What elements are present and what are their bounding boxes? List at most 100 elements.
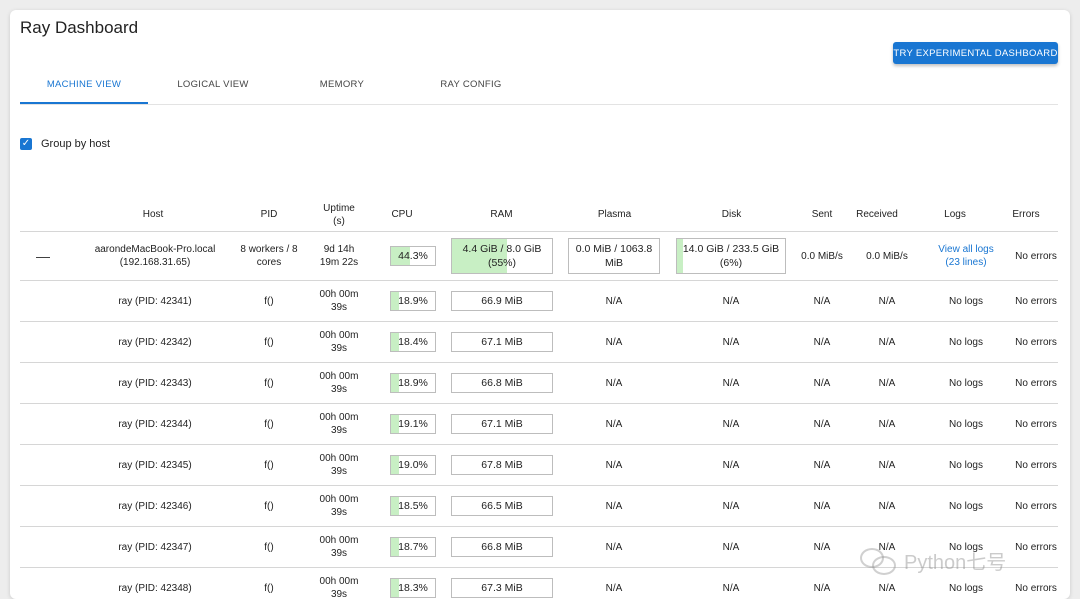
worker-sent: N/A [813, 295, 831, 307]
worker-pid: f() [264, 295, 274, 307]
header-disk: Disk [721, 209, 742, 220]
worker-host: ray (PID: 42345) [118, 459, 192, 471]
worker-ram-bar: 66.8 MiB [451, 537, 553, 557]
header-sent: Sent [811, 209, 833, 220]
worker-plasma: N/A [605, 295, 623, 307]
host-disk-value: 14.0 GiB / 233.5 GiB (6%) [682, 243, 780, 269]
header-pid: PID [260, 209, 278, 220]
table-row: ray (PID: 42344) f() 00h 00m 39s 19.1% 67.1 … [20, 404, 1058, 445]
host-cpu-cell: 44.3% [388, 232, 438, 280]
worker-host: ray (PID: 42343) [118, 377, 192, 389]
worker-cpu-bar: 18.3% [390, 578, 436, 598]
worker-disk: N/A [722, 500, 740, 512]
worker-logs: No logs [949, 377, 983, 389]
worker-ram-bar: 66.9 MiB [451, 291, 553, 311]
worker-sent: N/A [813, 377, 831, 389]
worker-disk: N/A [722, 295, 740, 307]
worker-cpu-value: 18.4% [398, 336, 428, 348]
host-received: 0.0 MiB/s [866, 250, 908, 262]
worker-logs: No logs [949, 582, 983, 594]
worker-cpu-bar: 18.5% [390, 496, 436, 516]
worker-plasma: N/A [605, 336, 623, 348]
group-by-host-control[interactable]: ✓ Group by host [20, 137, 110, 151]
worker-plasma: N/A [605, 582, 623, 594]
worker-logs: No logs [949, 295, 983, 307]
worker-ram-bar: 67.1 MiB [451, 332, 553, 352]
worker-cpu-value: 18.9% [398, 295, 428, 307]
host-cpu-value: 44.3% [398, 250, 428, 262]
host-cpu-bar: 44.3% [390, 246, 436, 266]
worker-ram-bar: 66.8 MiB [451, 373, 553, 393]
host-plasma-bar: 0.0 MiB / 1063.8 MiB [568, 238, 660, 274]
tab-machine-view[interactable]: MACHINE VIEW [20, 74, 148, 104]
worker-received: N/A [878, 336, 896, 348]
worker-ram-value: 66.5 MiB [481, 500, 523, 512]
worker-disk: N/A [722, 336, 740, 348]
worker-received: N/A [878, 418, 896, 430]
worker-cpu-bar: 19.1% [390, 414, 436, 434]
host-errors: No errors [1015, 250, 1057, 262]
worker-ram-value: 66.8 MiB [481, 377, 523, 389]
try-experimental-dashboard-button[interactable]: TRY EXPERIMENTAL DASHBOARD [893, 42, 1058, 64]
worker-pid: f() [264, 418, 274, 430]
worker-errors: No errors [1015, 418, 1057, 430]
view-all-logs-link[interactable]: View all logs (23 lines) [938, 244, 994, 268]
worker-sent: N/A [813, 459, 831, 471]
worker-ram-value: 67.1 MiB [481, 336, 523, 348]
group-by-host-checkbox[interactable]: ✓ [20, 138, 32, 150]
worker-pid: f() [264, 500, 274, 512]
worker-ram-cell: 66.5 MiB [449, 486, 555, 526]
worker-ram-cell: 66.8 MiB [449, 363, 555, 403]
worker-errors: No errors [1015, 336, 1057, 348]
worker-disk: N/A [722, 377, 740, 389]
worker-sent: N/A [813, 336, 831, 348]
worker-sent: N/A [813, 500, 831, 512]
worker-cpu-cell: 18.7% [388, 527, 438, 567]
group-by-host-label: Group by host [41, 138, 111, 150]
worker-cpu-value: 18.9% [398, 377, 428, 389]
worker-cpu-bar: 18.4% [390, 332, 436, 352]
worker-ram-value: 67.3 MiB [481, 582, 523, 594]
host-ram-bar: 4.4 GiB / 8.0 GiB (55%) [451, 238, 553, 274]
worker-ram-cell: 66.8 MiB [449, 527, 555, 567]
host-ram-cell: 4.4 GiB / 8.0 GiB (55%) [449, 232, 555, 280]
worker-cpu-cell: 18.9% [388, 363, 438, 403]
worker-disk: N/A [722, 459, 740, 471]
host-ram-value: 4.4 GiB / 8.0 GiB (55%) [462, 243, 542, 269]
worker-plasma: N/A [605, 459, 623, 471]
worker-uptime: 00h 00m 39s [319, 535, 359, 559]
worker-host: ray (PID: 42344) [118, 418, 192, 430]
header-received: Received [856, 209, 898, 220]
worker-received: N/A [878, 500, 896, 512]
worker-plasma: N/A [605, 541, 623, 553]
table-header-row: Host PID Uptime (s) CPU RAM Plasma Disk … [20, 198, 1058, 232]
tab-logical-view[interactable]: LOGICAL VIEW [177, 79, 249, 90]
header-uptime: Uptime (s) [323, 202, 355, 227]
worker-disk: N/A [722, 582, 740, 594]
worker-uptime: 00h 00m 39s [319, 453, 359, 477]
worker-pid: f() [264, 459, 274, 471]
worker-logs: No logs [949, 418, 983, 430]
worker-ram-value: 66.8 MiB [481, 541, 523, 553]
tab-memory[interactable]: MEMORY [319, 79, 365, 90]
table-row: ray (PID: 42343) f() 00h 00m 39s 18.9% 66.8 … [20, 363, 1058, 404]
worker-host: ray (PID: 42347) [118, 541, 192, 553]
view-tabs: MACHINE VIEW LOGICAL VIEW MEMORY RAY CON… [20, 74, 1058, 105]
worker-disk: N/A [722, 418, 740, 430]
table-row: ray (PID: 42342) f() 00h 00m 39s 18.4% 67.1 … [20, 322, 1058, 363]
worker-received: N/A [878, 377, 896, 389]
worker-errors: No errors [1015, 295, 1057, 307]
table-row: ray (PID: 42348) f() 00h 00m 39s 18.3% 67.3 … [20, 568, 1058, 599]
worker-plasma: N/A [605, 500, 623, 512]
worker-uptime: 00h 00m 39s [319, 576, 359, 599]
worker-errors: No errors [1015, 541, 1057, 553]
worker-plasma: N/A [605, 418, 623, 430]
worker-pid: f() [264, 336, 274, 348]
collapse-icon[interactable]: — [36, 247, 50, 264]
worker-uptime: 00h 00m 39s [319, 289, 359, 313]
worker-errors: No errors [1015, 500, 1057, 512]
header-cpu: CPU [391, 209, 413, 220]
worker-received: N/A [878, 459, 896, 471]
tab-ray-config[interactable]: RAY CONFIG [440, 79, 502, 90]
worker-cpu-value: 18.7% [398, 541, 428, 553]
